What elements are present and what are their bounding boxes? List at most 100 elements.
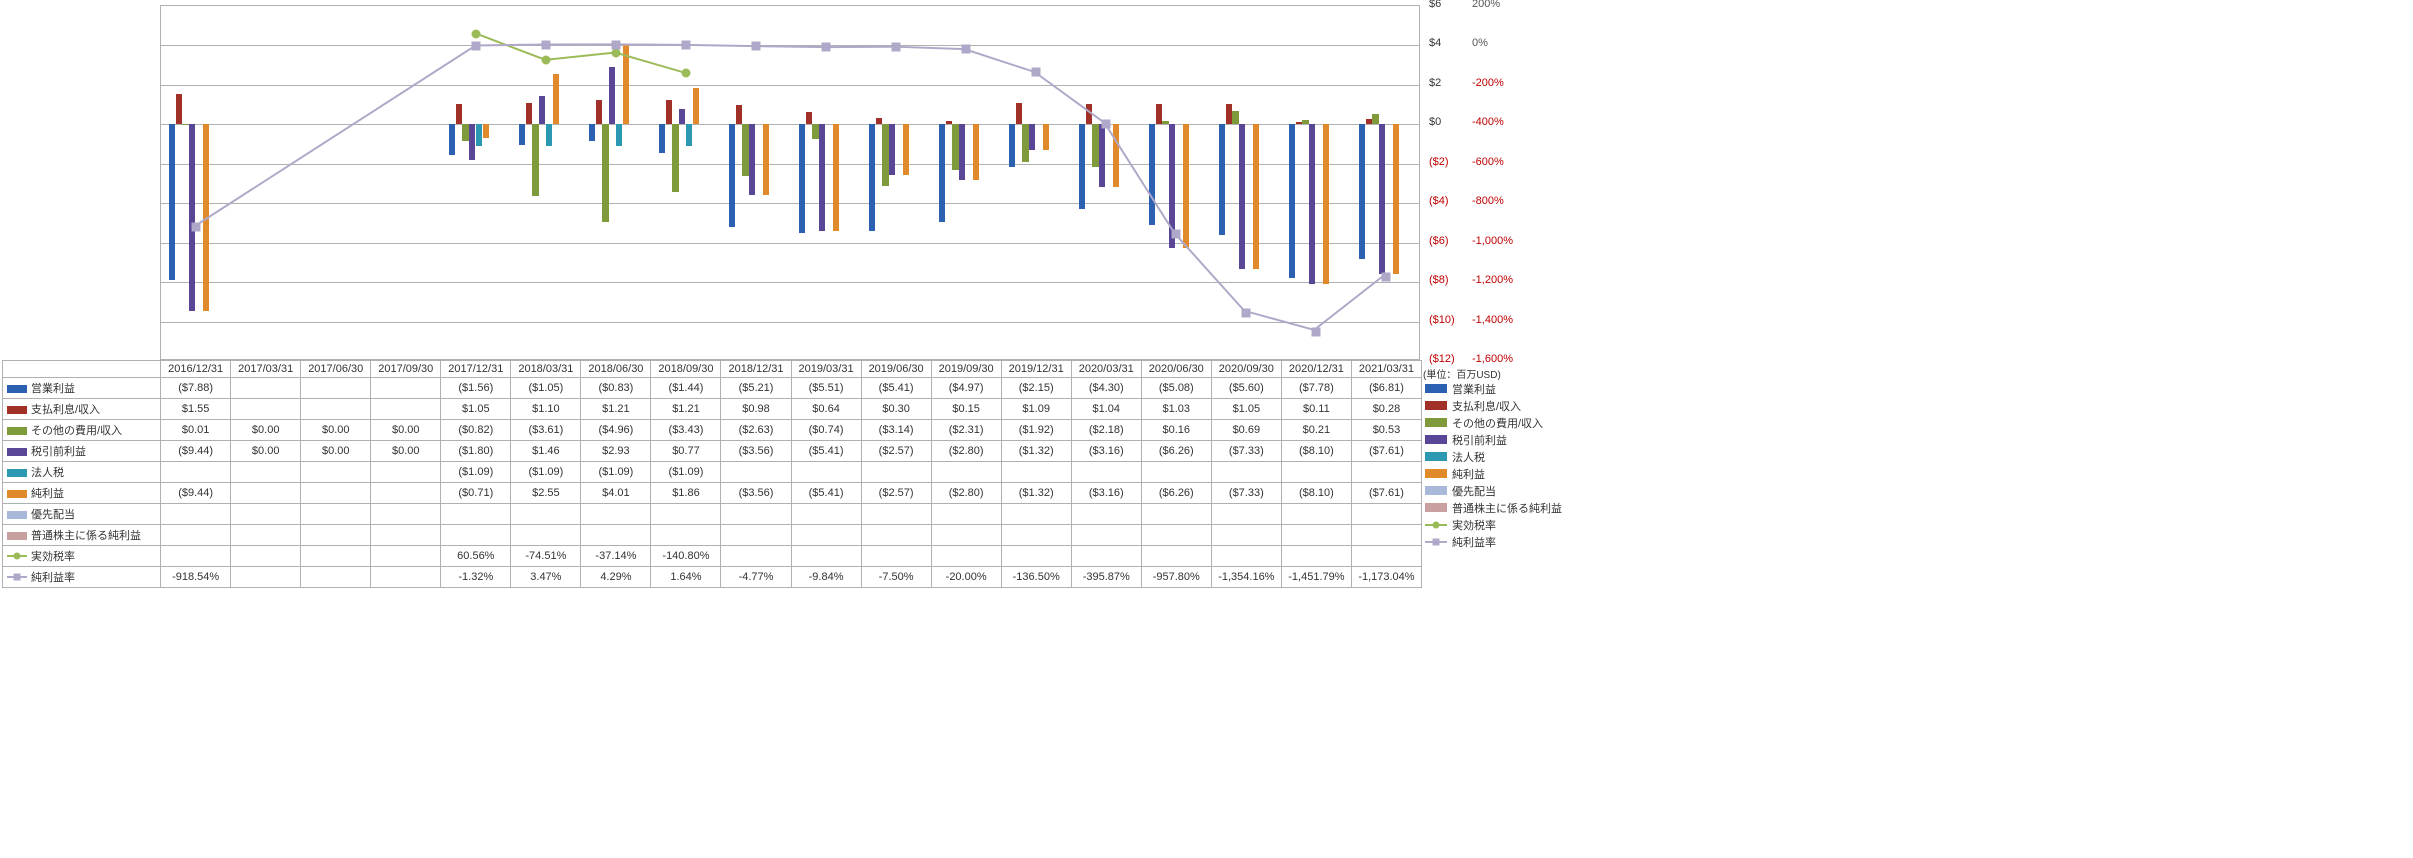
bar-net <box>1043 124 1049 150</box>
table-cell <box>651 504 721 525</box>
bar-int_exp <box>1296 122 1302 124</box>
data-table: 2016/12/312017/03/312017/06/302017/09/30… <box>2 360 1422 588</box>
bar-int_exp <box>946 121 952 124</box>
secondary-y-axis: 200%0%-200%-400%-600%-800%-1,000%-1,200%… <box>1468 5 1528 360</box>
bar-net <box>483 124 489 138</box>
table-cell <box>231 462 301 483</box>
table-header-cell: 2016/12/31 <box>161 361 231 378</box>
table-cell: $4.01 <box>581 483 651 504</box>
legend-label: 支払利息/収入 <box>1452 398 1521 414</box>
table-cell <box>861 504 931 525</box>
table-row: 純利益率-918.54%-1.32%3.47%4.29%1.64%-4.77%-… <box>3 567 1422 588</box>
table-cell: 60.56% <box>441 546 511 567</box>
bar-pretax <box>1309 124 1315 284</box>
table-cell: $0.01 <box>161 420 231 441</box>
table-cell: 4.29% <box>581 567 651 588</box>
table-header-cell: 2017/06/30 <box>301 361 371 378</box>
table-cell: ($7.88) <box>161 378 231 399</box>
table-cell: $0.11 <box>1281 399 1351 420</box>
legend-label: 優先配当 <box>1452 483 1496 499</box>
table-cell: ($3.56) <box>721 441 791 462</box>
bar-other <box>1092 124 1098 167</box>
table-cell: ($1.56) <box>441 378 511 399</box>
legend-swatch-icon <box>1425 469 1447 478</box>
secondary-axis-tick: -1,400% <box>1472 314 1513 326</box>
table-cell: $2.93 <box>581 441 651 462</box>
table-cell <box>1001 525 1071 546</box>
bar-int_exp <box>456 104 462 125</box>
table-row: その他の費用/収入$0.01$0.00$0.00$0.00($0.82)($3.… <box>3 420 1422 441</box>
marker-net_margin <box>542 40 551 49</box>
bar-op_income <box>1149 124 1155 224</box>
table-cell <box>301 504 371 525</box>
table-cell: -1,451.79% <box>1281 567 1351 588</box>
legend-label: 普通株主に係る純利益 <box>1452 500 1562 516</box>
table-cell: $0.98 <box>721 399 791 420</box>
table-cell: ($5.41) <box>791 441 861 462</box>
table-cell: ($6.81) <box>1351 378 1421 399</box>
table-cell: ($0.71) <box>441 483 511 504</box>
marker-eff_rate <box>682 69 691 78</box>
unit-label: (単位：百万USD) <box>1423 366 1501 381</box>
marker-net_margin <box>822 43 831 52</box>
table-cell <box>231 399 301 420</box>
table-cell: ($2.80) <box>931 483 1001 504</box>
table-cell: $0.16 <box>1141 420 1211 441</box>
table-cell: ($3.16) <box>1071 441 1141 462</box>
table-header-cell: 2017/12/31 <box>441 361 511 378</box>
legend-item: 支払利息/収入 <box>1423 397 1603 414</box>
legend-label: その他の費用/収入 <box>1452 415 1543 431</box>
bar-op_income <box>1009 124 1015 166</box>
table-header-cell: 2018/03/31 <box>511 361 581 378</box>
legend: 営業利益支払利息/収入その他の費用/収入税引前利益法人税純利益優先配当普通株主に… <box>1423 380 1603 550</box>
table-row: 普通株主に係る純利益 <box>3 525 1422 546</box>
bar-int_exp <box>876 118 882 124</box>
bar-net <box>693 88 699 125</box>
table-cell: -1,173.04% <box>1351 567 1421 588</box>
table-cell: ($7.61) <box>1351 441 1421 462</box>
legend-swatch-icon <box>1425 520 1447 529</box>
bar-pretax <box>1099 124 1105 186</box>
legend-item: 実効税率 <box>1423 516 1603 533</box>
legend-swatch-icon <box>1425 418 1447 427</box>
table-cell <box>231 504 301 525</box>
table-cell: ($1.80) <box>441 441 511 462</box>
table-cell: -1,354.16% <box>1211 567 1281 588</box>
legend-label: 税引前利益 <box>1452 432 1507 448</box>
table-cell: ($1.09) <box>651 462 721 483</box>
primary-axis-tick: ($10) <box>1429 314 1455 326</box>
table-cell: ($3.61) <box>511 420 581 441</box>
primary-axis-tick: $0 <box>1429 116 1441 128</box>
table-cell <box>301 462 371 483</box>
table-cell <box>1281 462 1351 483</box>
table-cell: $0.64 <box>791 399 861 420</box>
table-row: 営業利益($7.88)($1.56)($1.05)($0.83)($1.44)(… <box>3 378 1422 399</box>
bar-net <box>1253 124 1259 269</box>
marker-net_margin <box>472 41 481 50</box>
table-cell: ($3.56) <box>721 483 791 504</box>
table-cell: $0.77 <box>651 441 721 462</box>
table-row: 優先配当 <box>3 504 1422 525</box>
table-cell <box>231 567 301 588</box>
bar-other <box>742 124 748 176</box>
table-cell <box>441 504 511 525</box>
table-cell <box>721 546 791 567</box>
table-cell: -957.80% <box>1141 567 1211 588</box>
table-cell <box>1211 462 1281 483</box>
table-cell: $1.21 <box>581 399 651 420</box>
bar-pretax <box>609 67 615 125</box>
table-cell <box>371 546 441 567</box>
bar-op_income <box>729 124 735 227</box>
swatch-icon <box>7 469 27 477</box>
bar-int_exp <box>1086 104 1092 125</box>
bar-int_exp <box>596 100 602 124</box>
secondary-axis-tick: -400% <box>1472 116 1504 128</box>
chart-plot-area <box>160 5 1420 360</box>
legend-swatch-icon <box>1425 486 1447 495</box>
row-label-text: その他の費用/収入 <box>31 425 122 437</box>
table-cell: ($4.30) <box>1071 378 1141 399</box>
bar-net <box>1323 124 1329 284</box>
table-cell: -9.84% <box>791 567 861 588</box>
legend-item: その他の費用/収入 <box>1423 414 1603 431</box>
swatch-icon <box>7 576 27 578</box>
